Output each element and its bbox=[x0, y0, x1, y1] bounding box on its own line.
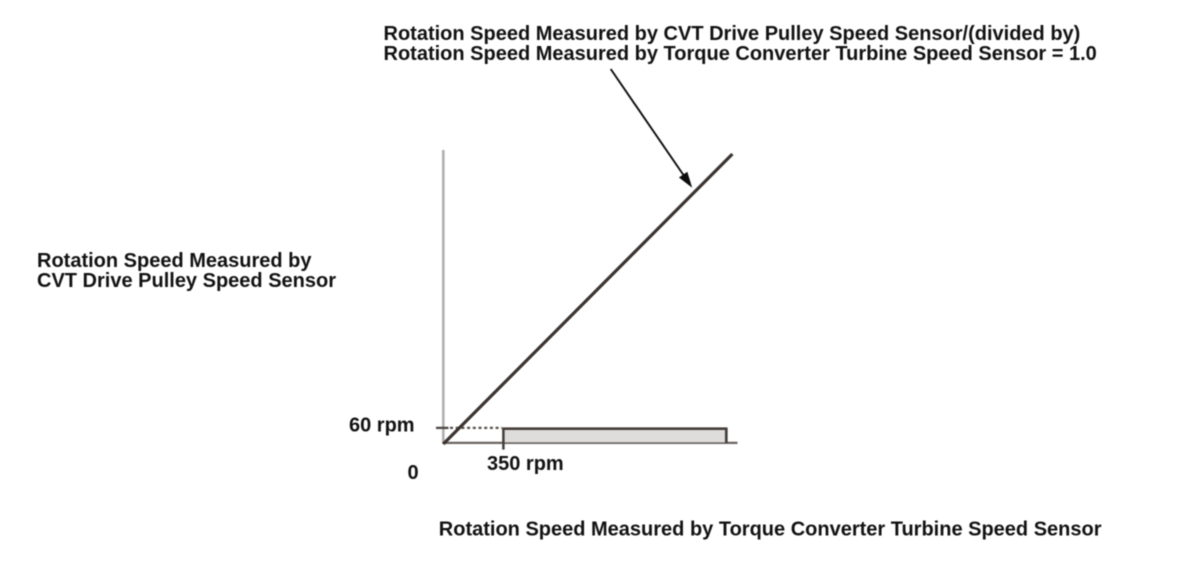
svg-text:Rotation Speed Measured by Tor: Rotation Speed Measured by Torque Conver… bbox=[384, 43, 1097, 65]
svg-text:Rotation Speed Measured by CVT: Rotation Speed Measured by CVT Drive Pul… bbox=[384, 23, 1081, 45]
svg-text:Rotation Speed Measured by: Rotation Speed Measured by bbox=[37, 250, 312, 272]
svg-text:CVT Drive Pulley Speed Sensor: CVT Drive Pulley Speed Sensor bbox=[37, 270, 336, 292]
svg-text:350 rpm: 350 rpm bbox=[487, 453, 564, 475]
svg-text:60 rpm: 60 rpm bbox=[349, 414, 415, 436]
svg-text:Rotation Speed Measured by Tor: Rotation Speed Measured by Torque Conver… bbox=[439, 519, 1102, 541]
svg-text:0: 0 bbox=[408, 462, 419, 484]
